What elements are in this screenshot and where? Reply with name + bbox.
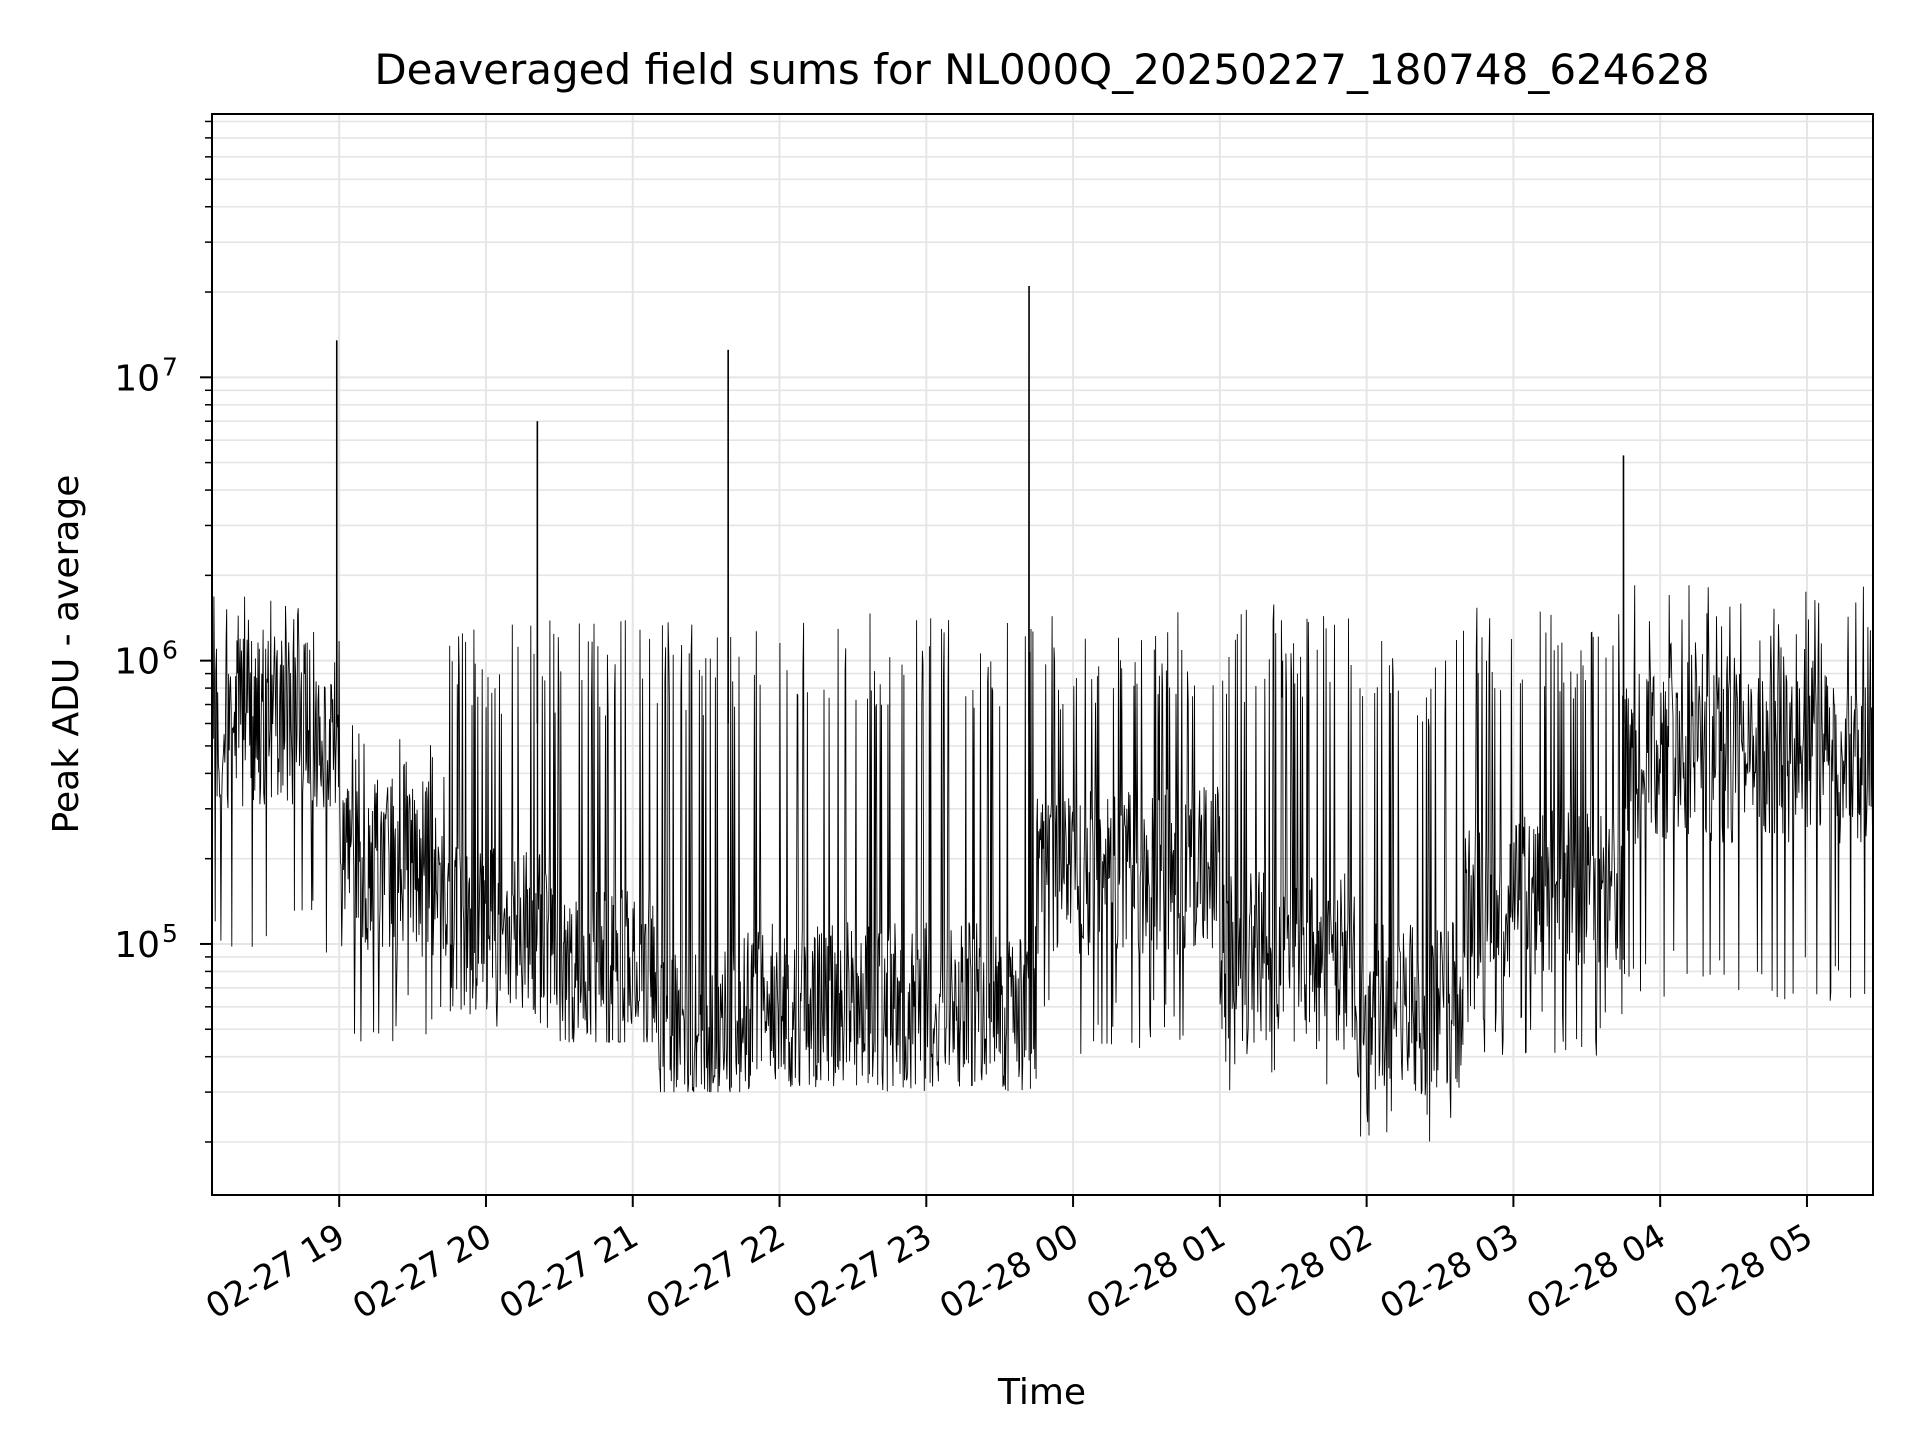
y-tick-exponent: 6 — [162, 636, 178, 665]
y-tick-label: 10 — [114, 642, 160, 683]
y-tick-exponent: 5 — [162, 919, 178, 948]
y-tick-label: 10 — [114, 925, 160, 966]
x-axis-label: Time — [997, 1372, 1086, 1413]
plot-frame — [211, 113, 1874, 1196]
y-tick-label: 10 — [114, 358, 160, 399]
y-axis-label: Peak ADU - average — [46, 475, 87, 834]
series — [211, 285, 1874, 1142]
y-tick-exponent: 7 — [162, 352, 178, 381]
series-line — [211, 285, 1874, 1142]
chart-title: Deaveraged field sums for NL000Q_2025022… — [374, 45, 1709, 94]
